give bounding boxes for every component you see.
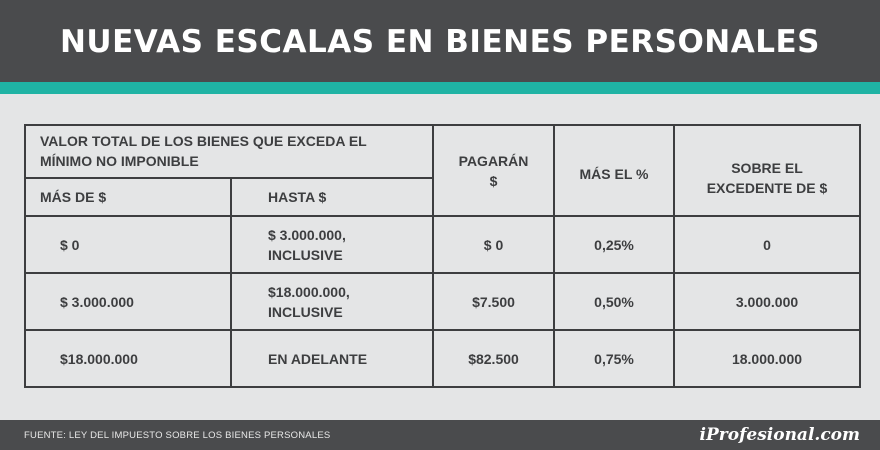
cell-mas-de: $18.000.000	[24, 329, 232, 388]
cell-hasta: EN ADELANTE	[229, 329, 435, 388]
cell-hasta: $ 3.000.000, INCLUSIVE	[229, 215, 435, 274]
header-mas-de: MÁS DE $	[24, 177, 232, 217]
table-row: $18.000.000 EN ADELANTE $82.500 0,75% 18…	[24, 329, 862, 388]
page-title: NUEVAS ESCALAS EN BIENES PERSONALES	[59, 24, 821, 60]
cell-pagaran: $82.500	[432, 329, 556, 388]
footer-bar: FUENTE: LEY DEL IMPUESTO SOBRE LOS BIENE…	[0, 420, 880, 450]
cell-hasta: $18.000.000, INCLUSIVE	[229, 272, 435, 331]
table-row: $ 3.000.000 $18.000.000, INCLUSIVE $7.50…	[24, 272, 862, 331]
group-header-valor-total: VALOR TOTAL DE LOS BIENES QUE EXCEDA EL …	[23, 124, 435, 179]
header-mas-el-pct: MÁS EL %	[553, 124, 676, 217]
cell-pct: 0,75%	[553, 329, 676, 388]
header-hasta: HASTA $	[229, 177, 435, 217]
cell-pagaran: $7.500	[432, 272, 556, 331]
header-sobre-excedente: SOBRE EL EXCEDENTE DE $	[673, 124, 862, 217]
cell-pct: 0,25%	[553, 215, 676, 274]
header-banner: NUEVAS ESCALAS EN BIENES PERSONALES	[0, 0, 880, 82]
tax-scale-table: VALOR TOTAL DE LOS BIENES QUE EXCEDA EL …	[23, 124, 862, 388]
cell-excedente: 0	[673, 215, 862, 274]
accent-divider	[0, 82, 880, 94]
table-header-row-1: VALOR TOTAL DE LOS BIENES QUE EXCEDA EL …	[23, 124, 862, 217]
cell-mas-de: $ 3.000.000	[24, 272, 232, 331]
cell-pagaran: $ 0	[432, 215, 556, 274]
cell-excedente: 3.000.000	[673, 272, 862, 331]
cell-pct: 0,50%	[553, 272, 676, 331]
cell-mas-de: $ 0	[24, 215, 232, 274]
header-pagaran: PAGARÁN $	[432, 124, 556, 217]
table-header-row-2: MÁS DE $ HASTA $	[24, 177, 860, 217]
source-note: FUENTE: LEY DEL IMPUESTO SOBRE LOS BIENE…	[24, 430, 331, 441]
cell-excedente: 18.000.000	[673, 329, 862, 388]
table-row: $ 0 $ 3.000.000, INCLUSIVE $ 0 0,25% 0	[24, 215, 862, 274]
brand-logo: iProfesional.com	[699, 425, 860, 445]
